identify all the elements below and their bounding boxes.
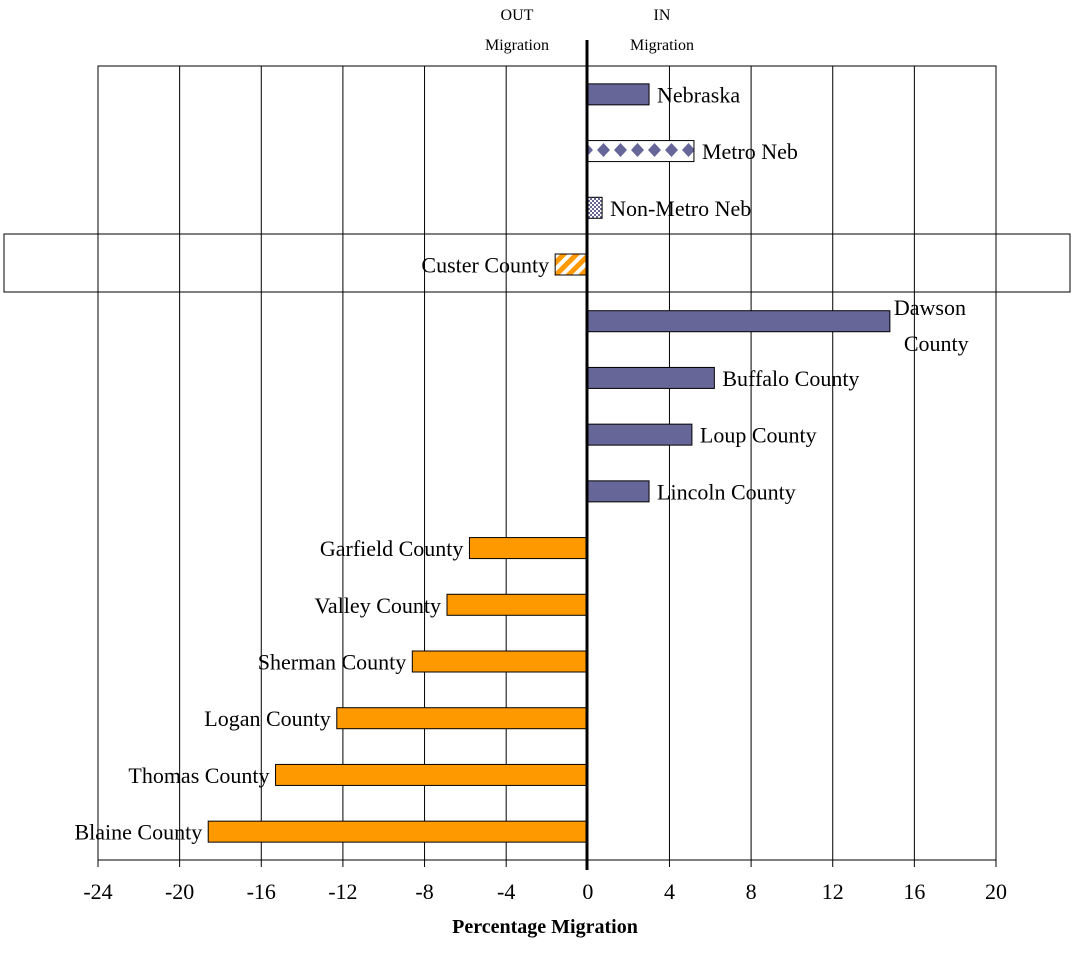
x-tick-label: -8 (415, 879, 433, 904)
x-tick-label: 4 (664, 879, 675, 904)
x-tick-label: -12 (328, 879, 357, 904)
bar-label: Logan County (204, 706, 331, 731)
x-tick-label: -24 (83, 879, 112, 904)
bar-label: Non-Metro Neb (610, 196, 751, 221)
x-tick-label: -4 (497, 879, 515, 904)
highlight-band-custer (3, 233, 1071, 293)
bar-label: County (904, 331, 969, 356)
bar-label: Loup County (700, 423, 817, 448)
bar-lincoln-county (587, 480, 650, 503)
bar-loup-county (587, 423, 693, 446)
x-tick-label: -16 (247, 879, 276, 904)
bar-garfield-county (468, 537, 589, 560)
out-header-line1: OUT (501, 7, 534, 24)
bar-thomas-county (275, 763, 589, 786)
x-tick-label: 16 (903, 879, 925, 904)
bar-label: Metro Neb (702, 139, 798, 164)
x-axis: -24 -20 -16 -12 -8 -4 0 4 8 12 16 20 (83, 860, 1007, 904)
bar-valley-county (446, 593, 589, 616)
bar-nebraska (587, 83, 650, 106)
bar-labels: Nebraska Metro Neb Non-Metro Neb Custer Cou… (74, 82, 968, 844)
plot-frame (97, 65, 997, 861)
bar-buffalo-county (587, 366, 715, 389)
in-header-line1: IN (654, 7, 671, 24)
bar-label: Thomas County (128, 763, 269, 788)
bar-label: Buffalo County (722, 366, 859, 391)
bar-label: Garfield County (320, 536, 464, 561)
bar-label: Sherman County (258, 650, 407, 675)
bar-label: Lincoln County (657, 479, 796, 504)
bar-label: Custer County (421, 253, 549, 278)
x-tick-label: -20 (165, 879, 194, 904)
bar-metro-neb (587, 140, 695, 163)
x-tick-label: 12 (822, 879, 844, 904)
bar-label: Dawson (894, 295, 966, 320)
bar-sherman-county (411, 650, 589, 673)
x-tick-label: 0 (582, 879, 593, 904)
bar-label: Blaine County (74, 820, 202, 845)
bars (207, 83, 891, 843)
bar-label: Valley County (314, 593, 441, 618)
bar-label: Nebraska (657, 82, 740, 107)
bar-custer-county (554, 253, 589, 276)
bar-logan-county (336, 707, 589, 730)
x-axis-title: Percentage Migration (452, 916, 638, 938)
x-tick-label: 20 (985, 879, 1007, 904)
bar-blaine-county (207, 820, 589, 843)
bar-non-metro-neb (587, 196, 603, 219)
in-header-line2: Migration (630, 37, 694, 54)
x-tick-label: 8 (746, 879, 757, 904)
out-header-line2: Migration (485, 37, 549, 54)
gridlines (179, 66, 915, 860)
bar-dawson-county (587, 310, 891, 333)
